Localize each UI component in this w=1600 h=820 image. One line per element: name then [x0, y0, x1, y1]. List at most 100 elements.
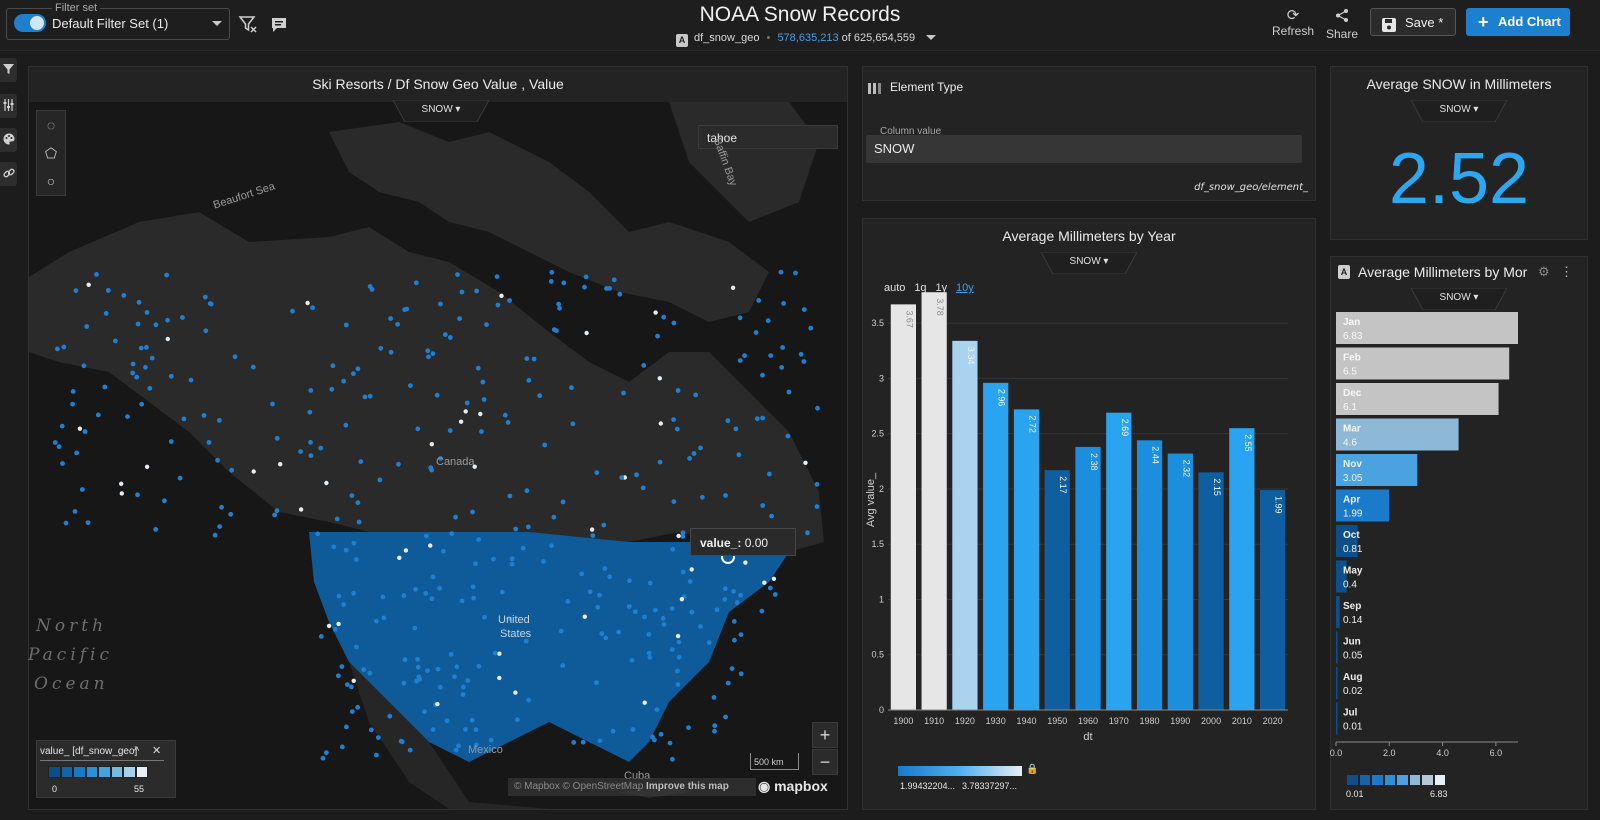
station-dot — [343, 322, 349, 328]
map-search-input[interactable]: tahoe — [698, 125, 838, 149]
legend-swatch — [73, 766, 86, 778]
station-dot — [679, 597, 685, 602]
station-dot — [217, 418, 222, 423]
year-chart-title: Average Millimeters by Year — [1002, 228, 1176, 244]
more-vertical-icon[interactable]: ⋮ — [1560, 264, 1573, 279]
station-dot — [135, 321, 141, 327]
station-dot — [472, 464, 477, 469]
month-measure-dropdown[interactable]: SNOW ▾ — [1439, 292, 1479, 303]
chevron-up-icon[interactable]: ^ — [134, 745, 140, 757]
label-ocean-3: Ocean — [34, 674, 109, 694]
sliders-icon[interactable] — [0, 94, 17, 118]
palette-icon[interactable] — [0, 128, 17, 152]
circle-select-icon[interactable]: ◌ — [46, 117, 56, 133]
save-button[interactable]: Save * — [1370, 8, 1456, 36]
legend-swatch — [1433, 774, 1446, 786]
refresh-button[interactable]: ⟳ Refresh — [1270, 8, 1316, 39]
station-dot — [434, 392, 440, 398]
of-label: of — [841, 32, 851, 44]
zoom-out-button[interactable]: − — [812, 749, 838, 775]
station-dot — [367, 393, 373, 399]
station-dot — [215, 457, 221, 463]
station-dot — [380, 594, 386, 600]
share-button[interactable]: Share — [1322, 8, 1362, 41]
station-dot — [404, 306, 410, 312]
month-chart-title: Average Millimeters by Mor — [1358, 264, 1528, 280]
comment-icon[interactable] — [270, 16, 288, 34]
kpi-measure-dropdown[interactable]: SNOW ▾ — [1439, 104, 1479, 115]
station-dot — [513, 526, 519, 532]
station-dot — [661, 622, 667, 627]
month-category-label: Aug — [1343, 672, 1362, 683]
month-bar — [1336, 702, 1338, 735]
link-icon[interactable] — [0, 162, 17, 186]
y-tick-label: 2 — [879, 484, 884, 494]
station-dot — [102, 384, 108, 390]
station-dot — [676, 533, 681, 539]
station-dot — [669, 647, 675, 652]
station-dot — [494, 274, 500, 279]
filter-clear-icon[interactable] — [238, 14, 258, 34]
interval-1q[interactable]: 1q — [914, 282, 927, 294]
interval-10y[interactable]: 10y — [955, 282, 974, 294]
interval-1y[interactable]: 1y — [935, 282, 948, 294]
station-dot — [507, 298, 512, 303]
gear-icon[interactable]: ⚙ — [1538, 264, 1550, 279]
map-measure-dropdown[interactable]: SNOW ▾ — [421, 104, 461, 115]
station-dot — [602, 566, 608, 571]
station-dot — [341, 602, 347, 607]
attribution-mapbox[interactable]: © Mapbox — [514, 781, 560, 792]
station-dot — [646, 632, 652, 637]
lasso-select-icon[interactable]: ○ — [46, 173, 56, 189]
station-dot — [634, 472, 639, 478]
add-chart-button[interactable]: + Add Chart — [1466, 8, 1570, 36]
year-bar — [952, 340, 978, 710]
station-dot — [355, 366, 361, 372]
zoom-in-button[interactable]: + — [812, 722, 838, 748]
station-dot — [565, 599, 571, 604]
station-dot — [617, 291, 623, 297]
station-dot — [430, 351, 436, 356]
column-value-input[interactable]: SNOW — [866, 135, 1302, 163]
year-measure-notch — [1041, 252, 1137, 274]
station-dot — [674, 426, 680, 432]
station-dot — [671, 417, 676, 422]
station-dot — [497, 675, 502, 681]
station-dot — [398, 738, 404, 744]
filter-icon[interactable] — [0, 58, 17, 82]
year-measure-dropdown[interactable]: SNOW ▾ — [1069, 256, 1109, 267]
month-legend-swatches — [1346, 774, 1446, 786]
improve-map-link[interactable]: Improve this map — [646, 781, 729, 792]
station-dot — [449, 531, 455, 536]
station-dot — [331, 544, 337, 550]
station-dot — [621, 390, 626, 396]
interval-auto[interactable]: auto — [884, 282, 906, 294]
legend-swatch — [48, 766, 61, 778]
station-dot — [619, 475, 625, 480]
draw-toolbar: ◌ ⬠ ○ — [36, 110, 66, 196]
station-dot — [497, 651, 502, 656]
station-dot — [676, 639, 682, 645]
lock-icon[interactable]: 🔒 — [1026, 764, 1039, 775]
mapbox-logo-text: mapbox — [774, 778, 828, 794]
station-dot — [332, 627, 338, 632]
station-dot — [324, 480, 329, 486]
attribution-osm[interactable]: © OpenStreetMap — [562, 781, 644, 792]
filter-set-dropdown[interactable] — [6, 8, 230, 40]
month-bar — [1336, 596, 1340, 628]
polygon-select-icon[interactable]: ⬠ — [44, 145, 58, 161]
station-dot — [358, 459, 364, 464]
month-category-label: Dec — [1343, 388, 1362, 399]
station-dot — [396, 461, 401, 467]
station-dot — [689, 609, 695, 615]
map-graphic — [29, 102, 824, 809]
month-x-tick-label: 0.0 — [1330, 748, 1342, 758]
map-scale: 500 km — [750, 753, 799, 770]
station-dot — [675, 388, 681, 393]
station-dot — [147, 385, 153, 391]
station-dot — [368, 727, 374, 733]
close-icon[interactable]: ✕ — [152, 745, 162, 757]
map-canvas[interactable] — [29, 102, 847, 809]
year-bar-label: 2.72 — [1027, 415, 1037, 433]
